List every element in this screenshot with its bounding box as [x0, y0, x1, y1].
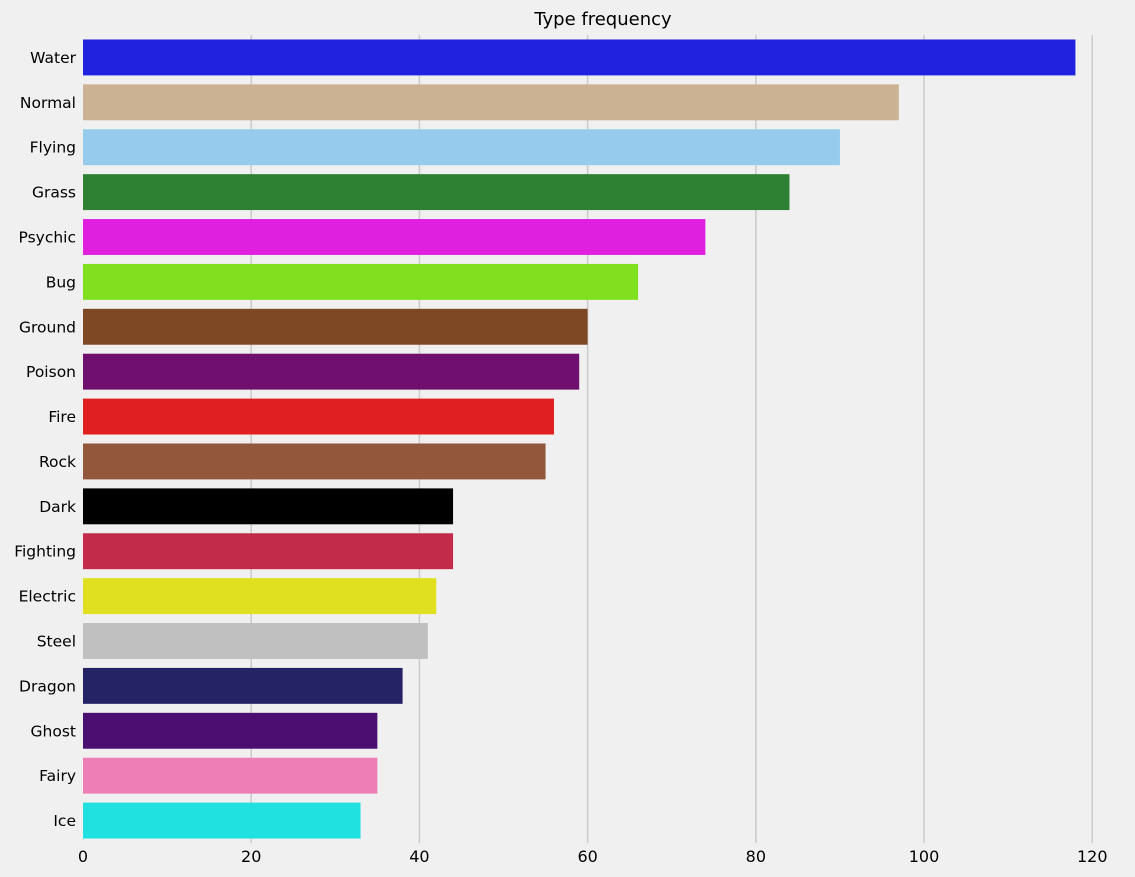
bar-ghost — [83, 712, 378, 749]
x-tick-label: 80 — [746, 847, 766, 866]
bar-dark — [83, 488, 454, 525]
chart-title: Type frequency — [533, 9, 672, 30]
bar-water — [83, 39, 1076, 76]
bar-bug — [83, 263, 639, 300]
y-tick-label: Fighting — [14, 543, 76, 561]
y-tick-label: Ground — [19, 318, 76, 336]
y-tick-label: Dark — [39, 498, 76, 516]
bar-rock — [83, 443, 546, 480]
bar-dragon — [83, 667, 403, 704]
y-tick-label: Grass — [32, 184, 76, 202]
bar-flying — [83, 129, 840, 166]
y-tick-label: Dragon — [19, 677, 76, 695]
bar-fairy — [83, 757, 378, 794]
bar-ice — [83, 802, 361, 839]
y-tick-label: Psychic — [19, 229, 77, 247]
bar-psychic — [83, 219, 706, 255]
y-tick-label: Bug — [46, 273, 76, 291]
y-tick-label: Electric — [19, 588, 76, 606]
x-tick-label: 100 — [909, 847, 940, 866]
bar-normal — [83, 84, 899, 121]
gridlines — [250, 35, 1093, 843]
y-tick-label: Fairy — [39, 767, 76, 785]
y-tick-label: Ghost — [31, 722, 76, 740]
bar-electric — [83, 578, 437, 615]
bar-fighting — [83, 533, 454, 570]
y-tick-label: Rock — [39, 453, 76, 471]
y-tick-label: Normal — [20, 94, 76, 112]
x-tick-label: 20 — [241, 847, 261, 866]
bar-poison — [83, 353, 580, 390]
bars — [83, 39, 1076, 839]
bar-steel — [83, 623, 428, 659]
x-tick-labels: 0 20 40 60 80 100 120 — [78, 847, 1108, 866]
x-tick-label: 0 — [78, 847, 88, 866]
x-tick-label: 120 — [1077, 847, 1108, 866]
y-tick-label: Flying — [30, 139, 76, 157]
y-tick-label: Fire — [48, 408, 76, 426]
y-tick-label: Ice — [53, 812, 76, 830]
y-tick-label: Steel — [37, 633, 76, 651]
y-tick-label: Poison — [26, 363, 76, 381]
x-tick-label: 40 — [409, 847, 429, 866]
y-tick-labels: Water Normal Flying Grass Psychic Bug Ground Po… — [14, 49, 76, 830]
x-tick-label: 60 — [577, 847, 597, 866]
bar-fire — [83, 398, 554, 435]
bar-ground — [83, 308, 588, 345]
y-tick-label: Water — [30, 49, 76, 67]
bar-grass — [83, 174, 790, 211]
